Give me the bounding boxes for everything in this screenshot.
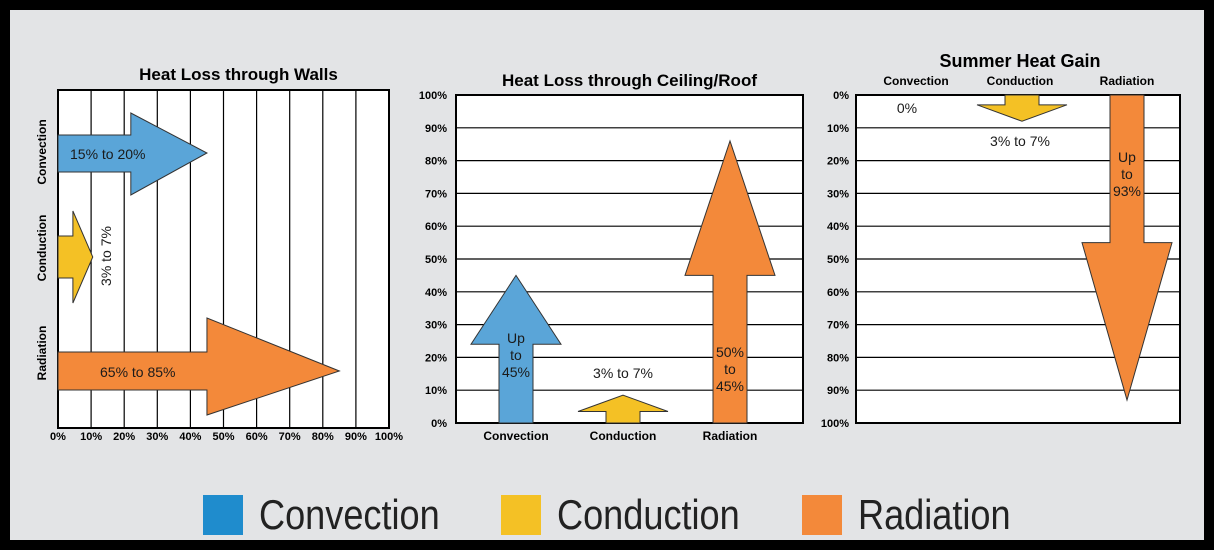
y-tick-label: 40% [425,287,447,299]
x-tick-label: 30% [146,431,168,443]
y-tick-label: 30% [425,320,447,332]
bar-conduction [57,210,94,304]
y-tick-label: 70% [827,320,849,332]
bar-conduction [577,394,669,424]
data-label: 3% to 7% [593,365,653,381]
y-tick-label: 40% [827,221,849,233]
bar-radiation [684,139,776,424]
x-tick-label: 60% [246,431,268,443]
x-tick-label: 80% [312,431,334,443]
y-tick-label: 60% [425,221,447,233]
charts-canvas: Heat Loss through Walls 0% 10% 20% 30% 40% 50%… [35,51,1181,443]
infographic-panel: Heat Loss through Walls 0% 10% 20% 30% 40% 50%… [10,10,1204,540]
legend-swatch-radiation [801,495,842,535]
data-label: 3% to 7% [990,133,1050,149]
y-tick-label: 70% [425,188,447,200]
category-label-radiation: Radiation [703,429,758,443]
category-label-conduction: Conduction [590,429,657,443]
chart-title: Heat Loss through Ceiling/Roof [502,71,757,90]
legend-item-conduction: Conduction [501,491,745,539]
bar-radiation [1081,94,1173,402]
category-label-convection: Convection [483,429,548,443]
data-label: 3% to 7% [98,226,114,286]
legend-item-convection: Convection [202,491,445,539]
chart-summer-heat-gain: Summer Heat Gain 0% 10% 20% 30% 40% 50% 60% 70% 8… [821,51,1181,430]
y-tick-label: 10% [425,385,447,397]
data-label: Up [507,330,525,346]
data-label: 45% [502,364,530,380]
data-label: to [510,347,522,363]
y-tick-label: 10% [827,123,849,135]
data-label: to [1121,166,1133,182]
category-label-convection: Convection [883,74,948,88]
chart-walls: Heat Loss through Walls 0% 10% 20% 30% 40% 50%… [35,65,403,443]
x-tick-label: 20% [113,431,135,443]
legend-label-radiation: Radiation [857,491,1011,538]
y-tick-label: 50% [827,254,849,266]
data-label: 50% [716,344,744,360]
y-tick-label: 100% [821,418,849,430]
x-tick-label: 90% [345,431,367,443]
y-tick-label: 0% [833,90,849,102]
y-tick-label: 80% [425,156,447,168]
y-tick-label: 90% [827,385,849,397]
legend: Convection Conduction Radiation [10,480,1204,550]
category-label-convection: Convection [35,119,49,184]
x-tick-label: 100% [375,431,403,443]
legend-swatch-conduction [501,495,542,535]
category-label-radiation: Radiation [1100,74,1155,88]
data-label: Up [1118,149,1136,165]
x-tick-label: 0% [50,431,66,443]
data-label: to [724,361,736,377]
bar-conduction [976,94,1068,122]
legend-label-conduction: Conduction [557,491,740,538]
legend-swatch-convection [202,495,243,535]
legend-label-convection: Convection [258,491,440,538]
legend-item-radiation: Radiation [801,491,1011,539]
x-tick-label: 10% [80,431,102,443]
data-label: 0% [897,100,917,116]
category-label-conduction: Conduction [35,215,49,282]
data-label: 15% to 20% [70,146,146,162]
bar-radiation [57,317,341,416]
data-label: 45% [716,378,744,394]
chart-ceiling-roof: Heat Loss through Ceiling/Roof 100% 90% 80%… [419,71,804,443]
y-tick-label: 20% [425,352,447,364]
y-tick-label: 20% [827,156,849,168]
y-tick-label: 30% [827,188,849,200]
y-tick-label: 100% [419,90,447,102]
x-tick-label: 50% [212,431,234,443]
x-tick-label: 70% [279,431,301,443]
x-tick-label: 40% [179,431,201,443]
data-label: 65% to 85% [100,364,176,380]
data-label: 93% [1113,183,1141,199]
bar-convection [57,112,209,196]
category-label-radiation: Radiation [35,326,49,381]
bar-convection [470,274,562,424]
category-label-conduction: Conduction [987,74,1054,88]
y-tick-label: 80% [827,352,849,364]
chart-title: Heat Loss through Walls [139,65,338,84]
chart-title: Summer Heat Gain [939,51,1100,71]
y-tick-label: 50% [425,254,447,266]
y-tick-label: 0% [431,418,447,430]
y-tick-label: 90% [425,123,447,135]
y-tick-label: 60% [827,287,849,299]
